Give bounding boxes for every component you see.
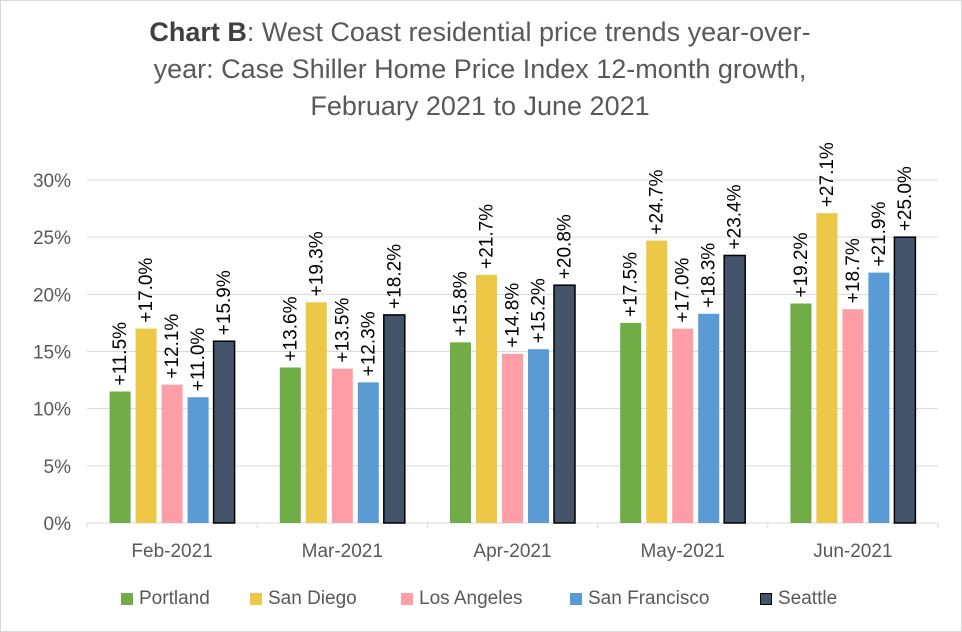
data-label: +15.2%	[529, 278, 550, 343]
bar-san-francisco	[528, 349, 549, 523]
chart-title-line2: year: Case Shiller Home Price Index 12-m…	[153, 54, 807, 84]
data-label: +15.8%	[451, 271, 472, 336]
y-tick-label: 15%	[33, 343, 71, 364]
x-tick-label: Feb-2021	[131, 541, 212, 562]
legend-label: Portland	[139, 588, 210, 609]
y-tick-label: 25%	[33, 228, 71, 249]
legend-label: San Diego	[268, 588, 357, 609]
chart-title-line3: February 2021 to June 2021	[310, 91, 650, 121]
legend-swatch	[401, 593, 413, 605]
bar-portland	[620, 322, 642, 523]
data-label: +18.2%	[384, 244, 405, 309]
data-label: +20.8%	[555, 214, 576, 279]
bar-los-angeles	[331, 368, 353, 523]
data-label: +25.0%	[895, 166, 916, 231]
y-tick-label: 0%	[44, 514, 72, 535]
legend-item: Seattle	[760, 585, 837, 613]
bar-portland	[279, 367, 301, 523]
bar-san-francisco	[698, 313, 720, 523]
bar-seattle	[723, 254, 746, 524]
legend-swatch	[250, 593, 262, 605]
bar-los-angeles	[161, 384, 183, 523]
bar-portland	[109, 391, 131, 523]
bar-san-francisco	[357, 382, 379, 523]
data-label: +12.3%	[358, 311, 379, 376]
legend-swatch	[121, 593, 133, 605]
data-label: +14.8%	[503, 283, 524, 348]
data-label: +17.0%	[136, 258, 157, 323]
bar-los-angeles	[502, 353, 523, 523]
chart-title-line1: : West Coast residential price trends ye…	[246, 17, 811, 47]
x-tick-label: Jun-2021	[813, 541, 892, 562]
data-label: +18.3%	[699, 243, 720, 308]
data-label: +11.5%	[110, 322, 131, 386]
x-tick-label: Apr-2021	[473, 541, 551, 562]
bar-seattle	[893, 236, 917, 524]
y-tick-label: 20%	[33, 285, 71, 306]
x-tick-label: Mar-2021	[302, 541, 383, 562]
x-tick-label: May-2021	[640, 541, 725, 562]
bar-san-francisco	[868, 272, 890, 523]
bar-portland	[450, 342, 471, 523]
bar-san-diego	[476, 274, 497, 523]
data-label: +13.6%	[280, 296, 301, 361]
bar-san-diego	[135, 328, 157, 523]
bar-san-diego	[646, 240, 668, 523]
data-label: +21.7%	[477, 204, 498, 269]
legend-label: San Francisco	[588, 588, 710, 609]
legend-item: Portland	[121, 585, 210, 613]
data-label: +13.5%	[332, 298, 353, 363]
bar-seattle	[383, 314, 406, 524]
chart-title: Chart B: West Coast residential price tr…	[100, 14, 860, 125]
bar-seattle	[212, 340, 236, 524]
data-label: +12.1%	[162, 314, 183, 379]
legend-swatch	[570, 593, 582, 605]
data-label: +18.7%	[843, 238, 864, 303]
data-label: +17.5%	[621, 252, 642, 317]
data-label: +17.0%	[673, 258, 694, 323]
bar-san-diego	[816, 213, 838, 523]
chart-title-bold: Chart B	[149, 17, 247, 47]
data-label: +11.0%	[188, 328, 209, 392]
bar-portland	[790, 303, 812, 523]
data-label: +19.3%	[306, 231, 327, 296]
bar-chart: 0%5%10%15%20%25%30%+11.5%+17.0%+12.1% +11…	[33, 142, 939, 562]
bar-san-diego	[305, 302, 327, 523]
data-label: +15.9%	[214, 270, 235, 335]
legend-label: Seattle	[778, 588, 838, 609]
bar-los-angeles	[672, 328, 694, 523]
data-label: +19.2%	[791, 232, 812, 297]
y-tick-label: 5%	[44, 457, 72, 478]
bar-seattle	[553, 284, 576, 524]
chart-legend: Portland San Diego Los Angeles San Francisc…	[0, 585, 962, 613]
legend-item: San Diego	[250, 585, 357, 613]
y-tick-label: 10%	[33, 400, 71, 421]
legend-label: Los Angeles	[419, 588, 523, 609]
bar-los-angeles	[842, 309, 864, 523]
legend-item: San Francisco	[570, 585, 709, 613]
data-label: +27.1%	[817, 142, 838, 207]
bar-san-francisco	[187, 397, 209, 523]
data-label: +21.9%	[869, 202, 890, 267]
data-label: +23.4%	[725, 184, 746, 249]
data-label: +24.7%	[647, 170, 668, 235]
legend-swatch	[760, 593, 772, 605]
legend-item: Los Angeles	[401, 585, 523, 613]
y-tick-label: 30%	[33, 171, 71, 192]
